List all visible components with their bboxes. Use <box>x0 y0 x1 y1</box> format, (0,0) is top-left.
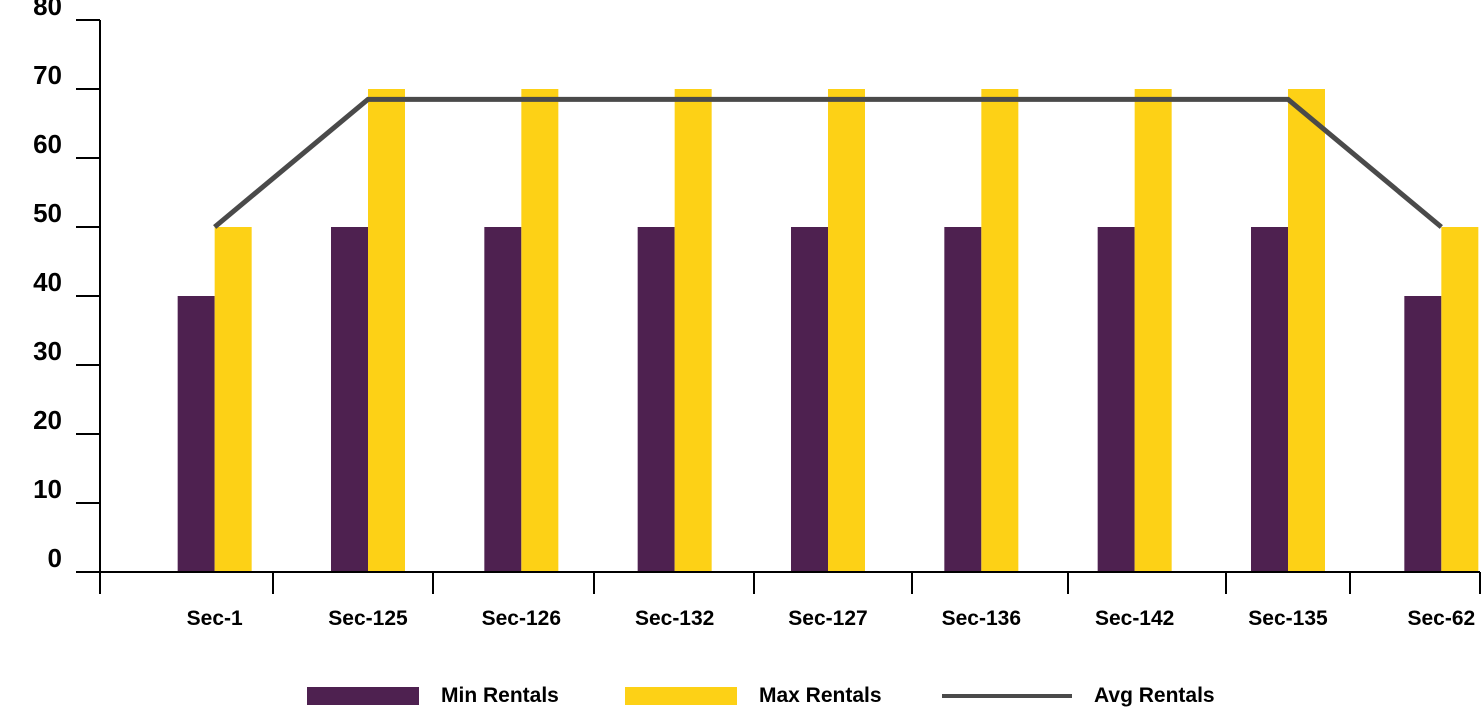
y-tick-label-80: 80 <box>33 0 62 21</box>
legend-label-min-rentals: Min Rentals <box>441 684 559 707</box>
legend-swatch-max-rentals <box>625 687 737 705</box>
bar-max-rentals-sec-142 <box>1134 89 1172 572</box>
y-tick-label-0: 0 <box>48 543 62 573</box>
x-tick-label-sec-135: Sec-135 <box>1248 607 1328 630</box>
x-tick-label-sec-125: Sec-125 <box>328 607 408 630</box>
bar-min-rentals-sec-126 <box>484 227 522 572</box>
legend-item-max-rentals: Max Rentals <box>625 680 882 712</box>
legend-item-avg-rentals: Avg Rentals <box>942 680 1215 712</box>
chart-legend: Min Rentals Max Rentals Avg Rentals <box>0 680 1484 712</box>
legend-line-avg-rentals <box>942 694 1072 698</box>
legend-swatch-min-rentals <box>307 687 419 705</box>
y-tick-label-60: 60 <box>33 129 62 159</box>
y-tick-label-10: 10 <box>33 474 62 504</box>
x-tick-label-sec-142: Sec-142 <box>1095 607 1174 630</box>
bar-max-rentals-sec-127 <box>828 89 865 572</box>
bar-min-rentals-sec-127 <box>791 227 828 572</box>
y-tick-label-40: 40 <box>33 267 62 297</box>
bar-min-rentals-sec-132 <box>637 227 675 572</box>
bar-min-rentals-sec-142 <box>1097 227 1135 572</box>
bar-max-rentals-sec-62 <box>1441 227 1479 572</box>
bar-max-rentals-sec-126 <box>521 89 559 572</box>
bar-max-rentals-sec-136 <box>981 89 1019 572</box>
y-tick-label-70: 70 <box>33 60 62 90</box>
bar-min-rentals-sec-1 <box>177 296 215 572</box>
bar-min-rentals-sec-136 <box>944 227 982 572</box>
x-tick-label-sec-132: Sec-132 <box>635 607 714 630</box>
bar-max-rentals-sec-125 <box>368 89 405 572</box>
x-tick-label-sec-62: Sec-62 <box>1407 607 1475 630</box>
legend-label-max-rentals: Max Rentals <box>759 684 882 707</box>
x-tick-label-sec-127: Sec-127 <box>788 607 867 630</box>
legend-item-min-rentals: Min Rentals <box>307 680 559 712</box>
y-tick-label-30: 30 <box>33 336 62 366</box>
bar-min-rentals-sec-62 <box>1404 296 1442 572</box>
bar-min-rentals-sec-135 <box>1251 227 1288 572</box>
bar-max-rentals-sec-1 <box>214 227 252 572</box>
bar-max-rentals-sec-135 <box>1288 89 1325 572</box>
bar-max-rentals-sec-132 <box>674 89 712 572</box>
y-tick-label-20: 20 <box>33 405 62 435</box>
x-tick-label-sec-1: Sec-1 <box>187 607 243 630</box>
y-tick-label-50: 50 <box>33 198 62 228</box>
legend-label-avg-rentals: Avg Rentals <box>1094 684 1215 707</box>
bar-min-rentals-sec-125 <box>331 227 368 572</box>
x-tick-label-sec-126: Sec-126 <box>482 607 561 630</box>
x-tick-label-sec-136: Sec-136 <box>942 607 1021 630</box>
